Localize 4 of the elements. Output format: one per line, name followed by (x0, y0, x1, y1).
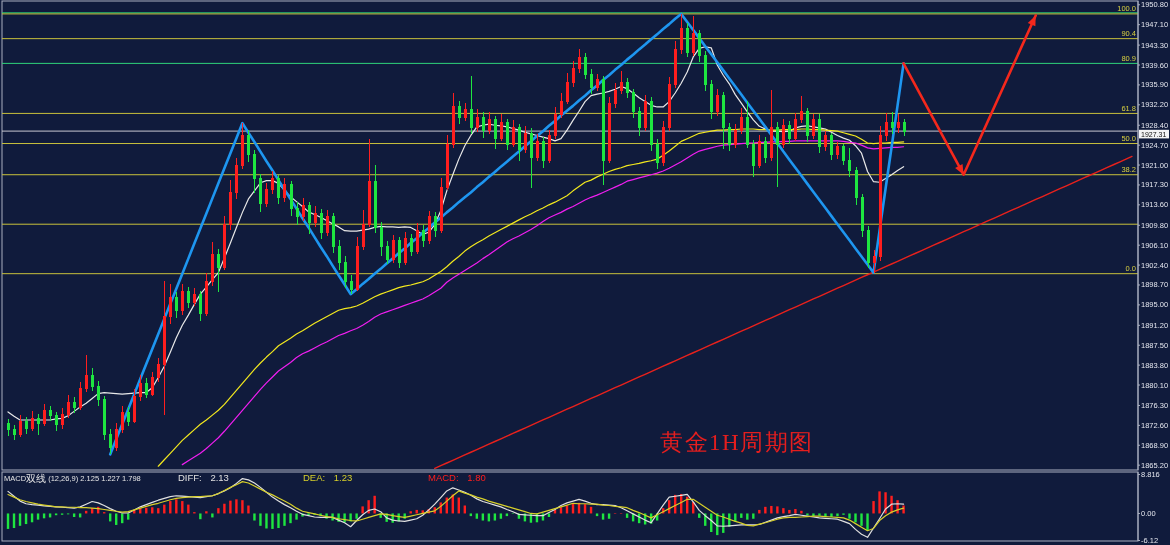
series-label: MACD: 1.80 (428, 472, 486, 483)
series-label: DIFF: 2.13 (178, 472, 229, 483)
text: 黄金1H周期图 (660, 430, 814, 455)
text: DEA: 1.23 (303, 472, 353, 483)
